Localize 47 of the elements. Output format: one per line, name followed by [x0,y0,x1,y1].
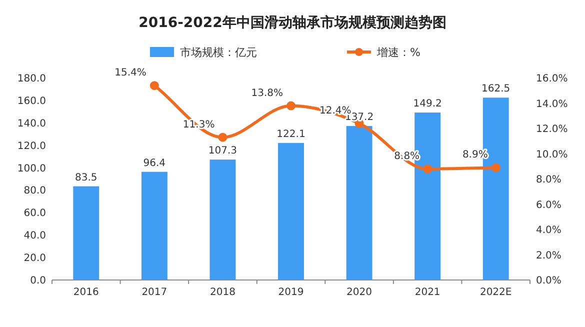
bar [278,142,304,280]
x-tick-label: 2016 [73,287,99,298]
data-label: 96.4 [143,158,166,169]
y-tick-label: 40.0 [24,230,46,242]
x-tick-label: 2021 [414,287,440,298]
y2-tick-label: 10.0% [536,149,568,160]
y-tick-label: 0.0 [30,276,46,286]
point [218,132,228,142]
point [491,163,500,172]
point [286,101,296,110]
y2-tick-label: 12.0% [536,124,568,135]
y-tick-label: 20.0 [24,253,46,264]
bar [210,160,236,280]
bar [141,172,168,280]
x-tick-label: 2017 [142,287,168,298]
x-tick-label: 2018 [210,287,236,298]
bar [346,126,372,280]
data-label: 83.5 [75,172,98,184]
chart-title: 2016-2022年中国滑动轴承市场规模预测趋势图 [138,14,446,31]
y-tick-label: 120.0 [17,140,46,152]
y2-tick-label: 6.0% [536,200,562,211]
y-tick-label: 80.0 [24,186,46,197]
data-label: 107.3 [208,146,238,157]
data-label: 162.5 [482,84,510,95]
data-label: 122.1 [276,128,306,140]
data-label: 15.4% [114,68,146,79]
x-tick-label: 2022E [480,287,512,298]
y-tick-label: 140.0 [17,118,46,130]
bar [73,186,100,280]
x-tick-label: 2019 [278,287,304,298]
y2-tick-label: 4.0% [536,225,562,236]
point [423,164,432,174]
y-tick-label: 60.0 [24,208,46,220]
point [150,81,159,90]
y2-tick-label: 14.0% [536,98,568,110]
y-tick-label: 180.0 [17,74,46,84]
y2-tick-label: 16.0% [536,74,568,84]
y-tick-label: 100.0 [17,163,46,174]
y-tick-label: 160.0 [17,96,46,107]
x-tick-label: 2020 [346,287,372,298]
legend-label: 增速：% [376,46,420,59]
legend-label: 市场规模：亿元 [180,46,257,59]
data-label: 13.8% [251,88,283,99]
y2-tick-label: 0.0% [536,276,562,286]
y2-tick-label: 8.0% [536,174,562,186]
data-label: 149.2 [413,98,442,110]
y2-tick-label: 2.0% [536,250,562,262]
